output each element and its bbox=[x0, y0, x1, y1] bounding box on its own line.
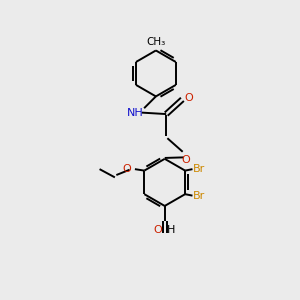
Text: Br: Br bbox=[194, 164, 206, 174]
Text: H: H bbox=[167, 225, 176, 236]
Text: O: O bbox=[154, 225, 163, 236]
Text: CH₃: CH₃ bbox=[146, 37, 166, 47]
Text: O: O bbox=[123, 164, 131, 173]
Text: O: O bbox=[181, 155, 190, 165]
Text: NH: NH bbox=[127, 108, 144, 118]
Text: Br: Br bbox=[194, 190, 206, 201]
Text: O: O bbox=[185, 93, 194, 103]
